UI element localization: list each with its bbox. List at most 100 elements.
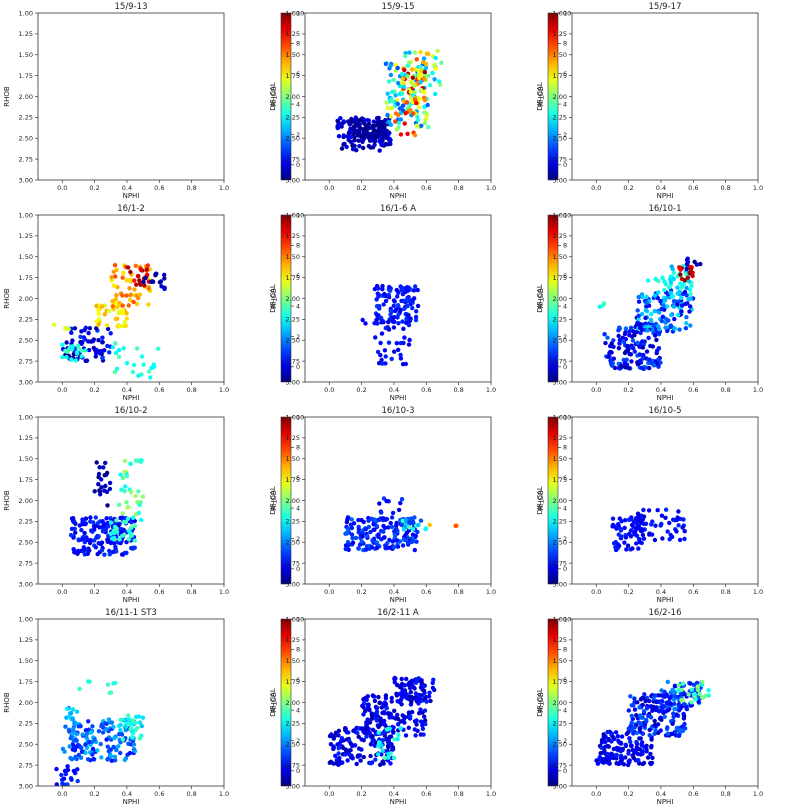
y-tick-label: 1.75 [286,476,300,484]
data-point [653,523,658,528]
data-point [411,696,416,701]
data-point [123,727,128,733]
y-tick-label: 1.00 [19,9,33,17]
data-point [366,524,372,530]
data-point [678,281,683,286]
data-point [389,515,395,520]
x-tick-label: 0.4 [122,184,132,192]
data-point [356,746,362,751]
data-point [106,308,112,314]
data-point [130,515,136,520]
data-point [669,312,674,318]
data-point [665,328,670,334]
data-point [706,688,711,693]
y-axis-label: RHOB [537,288,545,309]
data-point [347,752,352,757]
data-point [360,317,365,323]
data-point [412,83,417,89]
data-point [373,713,379,718]
data-point [647,698,652,704]
subplot-title: 16/11-1 ST3 [105,608,157,618]
data-point [641,536,647,541]
data-point [81,545,87,550]
y-tick-label: 2.25 [19,316,33,324]
data-point [99,348,104,354]
data-point [123,484,128,489]
data-point [67,744,72,749]
data-point [595,761,601,766]
data-point [386,340,392,345]
data-point [394,127,399,132]
data-point [676,683,681,688]
data-point [106,717,112,722]
y-tick-label: 2.25 [286,114,300,122]
data-point [377,700,383,705]
y-tick-label: 2.25 [553,518,567,526]
data-point [79,745,84,751]
data-point [390,89,395,95]
plot-area [37,12,225,181]
data-point [374,709,380,714]
data-point [644,706,650,711]
data-point [374,523,379,529]
data-point [396,81,401,86]
data-point [112,370,118,375]
data-point [364,697,369,702]
data-point [374,545,380,551]
x-tick-label: 0.0 [591,386,601,394]
scatter-points [610,507,687,553]
data-point [649,318,654,324]
data-point [73,530,78,535]
x-axis-label: NPHI [657,394,674,402]
data-point [650,519,655,524]
data-point [665,529,670,534]
data-point [615,546,620,551]
colorbar [280,416,292,585]
data-point [617,341,622,346]
data-point [411,111,416,116]
x-axis-label: NPHI [390,192,407,200]
data-point [426,125,431,130]
data-point [651,696,656,701]
data-point [391,325,397,330]
data-point [433,66,438,71]
data-point [404,517,409,523]
data-point [409,96,414,101]
data-point [95,520,101,526]
data-point [388,288,393,293]
data-point [140,494,146,499]
colorbar-tick-label: 10 [563,211,571,219]
data-point [404,530,409,536]
y-tick-label: 1.75 [553,476,567,484]
data-point [73,358,79,363]
data-point [666,318,671,323]
data-point [435,48,440,54]
y-tick-label: 2.00 [553,295,567,303]
data-point [672,316,677,322]
data-point [636,316,641,322]
data-point [89,739,95,745]
x-tick-label: 0.2 [356,588,366,596]
data-point [667,695,673,701]
data-point [359,726,364,731]
data-point [631,755,636,761]
data-point [331,745,336,751]
y-tick-label: 1.75 [553,72,567,80]
data-point [136,489,141,494]
data-point [120,293,125,298]
data-point [684,293,689,298]
data-point [398,691,403,696]
data-point [80,732,85,737]
data-point [71,768,77,774]
x-tick-label: 1.0 [486,184,496,192]
data-point [643,321,649,326]
data-point [128,530,133,535]
subplot: 15/9-17 0.0 0.2 0.4 0.6 0.8 1.0 NPHI 1.00 1.25 1.5… [537,2,763,200]
data-point [412,547,417,553]
subplot: 16/2-16 0.0 0.2 0.4 0.6 0.8 1.0 NPHI 1.00 1.25 1.5… [537,608,763,806]
y-tick-label: 1.75 [286,678,300,686]
data-point [677,266,682,271]
data-point [634,730,640,736]
x-tick-label: 0.4 [656,588,666,596]
